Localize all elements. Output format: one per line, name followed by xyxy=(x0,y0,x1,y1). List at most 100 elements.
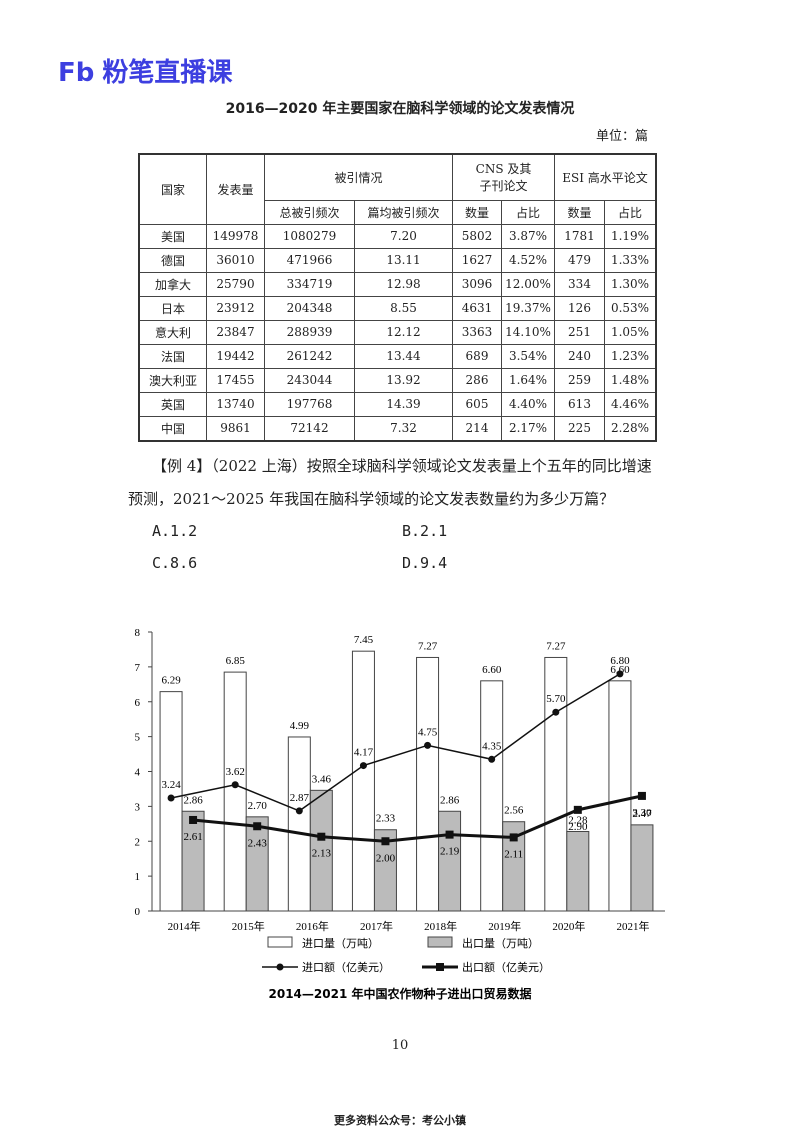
marker xyxy=(445,830,454,839)
cell: 13740 xyxy=(206,391,265,417)
cell: 259 xyxy=(554,367,605,393)
y-tick-label: 8 xyxy=(135,627,141,639)
data-label: 7.45 xyxy=(354,634,374,646)
data-label: 2.43 xyxy=(248,837,268,849)
data-label: 6.80 xyxy=(610,655,630,667)
marker xyxy=(167,794,175,802)
th-line: 子刊论文 xyxy=(479,179,528,194)
cell: 225 xyxy=(554,415,605,441)
legend-label: 出口额（亿美元） xyxy=(462,960,550,974)
data-label: 2.19 xyxy=(440,846,460,858)
cell: 605 xyxy=(452,391,502,417)
cell: 8.55 xyxy=(354,295,453,321)
cell: 72142 xyxy=(264,415,355,441)
data-label: 7.27 xyxy=(546,640,566,652)
marker xyxy=(552,708,560,716)
option: C.8.6 xyxy=(152,554,198,572)
bar xyxy=(245,816,269,912)
cell: 19442 xyxy=(206,343,265,369)
cell: 613 xyxy=(554,391,605,417)
data-label: 2.70 xyxy=(248,800,268,812)
data-label: 2.33 xyxy=(376,813,396,825)
bar xyxy=(566,830,590,912)
cell: 1627 xyxy=(452,247,502,273)
line xyxy=(170,673,621,812)
data-label: 7.27 xyxy=(418,640,438,652)
data-label: 5.70 xyxy=(546,693,566,705)
legend-swatch xyxy=(427,936,453,948)
data-label: 6.60 xyxy=(610,664,630,676)
legend-swatch xyxy=(267,936,293,948)
data-label: 4.75 xyxy=(418,726,438,738)
data-label: 2.61 xyxy=(183,831,202,843)
data-label: 3.46 xyxy=(312,773,332,785)
marker xyxy=(488,755,496,763)
table-row: 德国 36010 471966 13.11 1627 4.52% 479 1.33% xyxy=(138,247,657,273)
x-tick-label: 2021年 xyxy=(616,919,649,933)
data-label: 4.99 xyxy=(290,720,310,732)
y-tick-label: 5 xyxy=(135,732,141,744)
table-unit: 单位：篇 xyxy=(596,129,649,144)
cell: 2.17% xyxy=(501,415,555,441)
x-tick-label: 2014年 xyxy=(168,919,201,933)
cell: 1.64% xyxy=(501,367,555,393)
marker xyxy=(637,791,646,800)
y-tick-label: 7 xyxy=(135,662,141,674)
th: CNS 及其 子刊论文 xyxy=(452,153,555,201)
marker xyxy=(317,832,326,841)
cell: 7.20 xyxy=(354,223,453,249)
bar xyxy=(416,656,440,912)
data-label: 2.56 xyxy=(504,805,524,817)
cell: 14.10% xyxy=(501,319,555,345)
data-label: 2.86 xyxy=(183,794,203,806)
x-tick-label: 2016年 xyxy=(296,919,329,933)
footer: 更多资料公众号：考公小镇 xyxy=(334,1114,466,1127)
bar xyxy=(351,650,375,912)
th-line: CNS 及其 xyxy=(475,162,532,177)
data-label: 4.17 xyxy=(354,747,374,759)
cell: 3363 xyxy=(452,319,502,345)
table-row: 澳大利亚 17455 243044 13.92 286 1.64% 259 1.48% xyxy=(138,367,657,393)
cell: 149978 xyxy=(206,223,265,249)
marker xyxy=(253,822,262,831)
bar xyxy=(287,736,311,912)
brand: 粉笔直播课 xyxy=(102,58,233,88)
bar xyxy=(480,680,504,912)
th: 数量 xyxy=(554,199,605,225)
marker xyxy=(381,837,390,846)
bar xyxy=(223,671,247,912)
question-line: 【例 4】（2022 上海）按照全球脑科学领域论文发表量上个五年的同比增速 xyxy=(152,457,652,475)
cell: 197768 xyxy=(264,391,355,417)
cell: 243044 xyxy=(264,367,355,393)
th: 被引情况 xyxy=(264,153,453,201)
bar xyxy=(608,680,632,912)
cell: 12.98 xyxy=(354,271,453,297)
cell: 德国 xyxy=(138,247,207,273)
data-label: 6.85 xyxy=(226,655,246,667)
legend-label: 进口额（亿美元） xyxy=(302,961,390,974)
option: B.2.1 xyxy=(402,522,448,540)
cell: 中国 xyxy=(138,415,207,441)
th: ESI 高水平论文 xyxy=(554,153,657,201)
logo-mark: Fb xyxy=(58,58,95,88)
y-tick-label: 3 xyxy=(135,801,141,813)
legend-label: 进口量（万吨） xyxy=(302,937,379,950)
data-label: 2.90 xyxy=(568,821,588,833)
x-tick-label: 2019年 xyxy=(488,919,521,933)
y-tick-label: 0 xyxy=(135,906,141,918)
legend-marker xyxy=(276,963,284,971)
table: 国家 发表量 被引情况 CNS 及其 子刊论文 ESI 高水平论文 总被引频次 篇均被引频次… xyxy=(138,153,657,442)
marker xyxy=(509,833,518,842)
table-row: 意大利 23847 288939 12.12 3363 14.10% 251 1.05% xyxy=(138,319,657,345)
data-label: 3.62 xyxy=(226,766,245,778)
x-tick-label: 2017年 xyxy=(360,919,393,933)
marker xyxy=(189,815,198,824)
cell: 英国 xyxy=(138,391,207,417)
y-tick-label: 2 xyxy=(135,836,141,848)
option: A.1.2 xyxy=(152,522,198,540)
cell: 334 xyxy=(554,271,605,297)
cell: 1.48% xyxy=(604,367,657,393)
data-label: 2.47 xyxy=(632,808,652,820)
cell: 214 xyxy=(452,415,502,441)
